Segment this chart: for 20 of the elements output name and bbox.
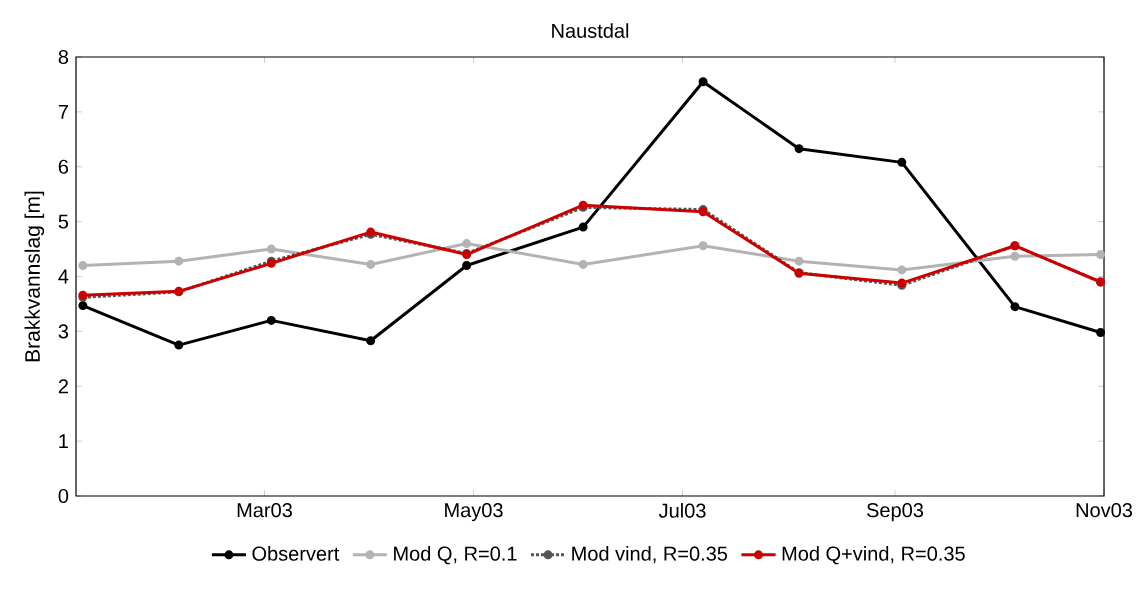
y-tick-label: 1 bbox=[59, 434, 68, 449]
y-tick-label: 4 bbox=[58, 269, 69, 284]
legend-label: Observert bbox=[252, 546, 340, 561]
x-tick-label: Sep03 bbox=[866, 503, 924, 522]
legend-label: Mod Q, R=0.1 bbox=[394, 546, 517, 565]
legend-label: Mod Q+vind, R=0.35 bbox=[782, 546, 965, 565]
y-tick-label: 0 bbox=[58, 488, 69, 504]
legend-label: Mod vind, R=0.35 bbox=[572, 546, 728, 564]
x-tick-label: May03 bbox=[445, 503, 503, 522]
chart-title: Naustdal bbox=[552, 23, 629, 38]
y-tick-label: 5 bbox=[58, 214, 69, 229]
y-tick-label: 7 bbox=[58, 104, 68, 119]
y-tick-label: 6 bbox=[58, 159, 69, 174]
y-tick-label: 2 bbox=[58, 379, 68, 394]
x-tick-label: Jul03 bbox=[658, 503, 706, 518]
y-axis-title: Brakkvannslag [m] bbox=[24, 191, 45, 362]
x-tick-label: Nov03 bbox=[1076, 503, 1133, 518]
y-tick-label: 8 bbox=[58, 49, 69, 65]
x-tick-label: Mar03 bbox=[237, 503, 292, 518]
y-tick-label: 3 bbox=[58, 324, 69, 339]
